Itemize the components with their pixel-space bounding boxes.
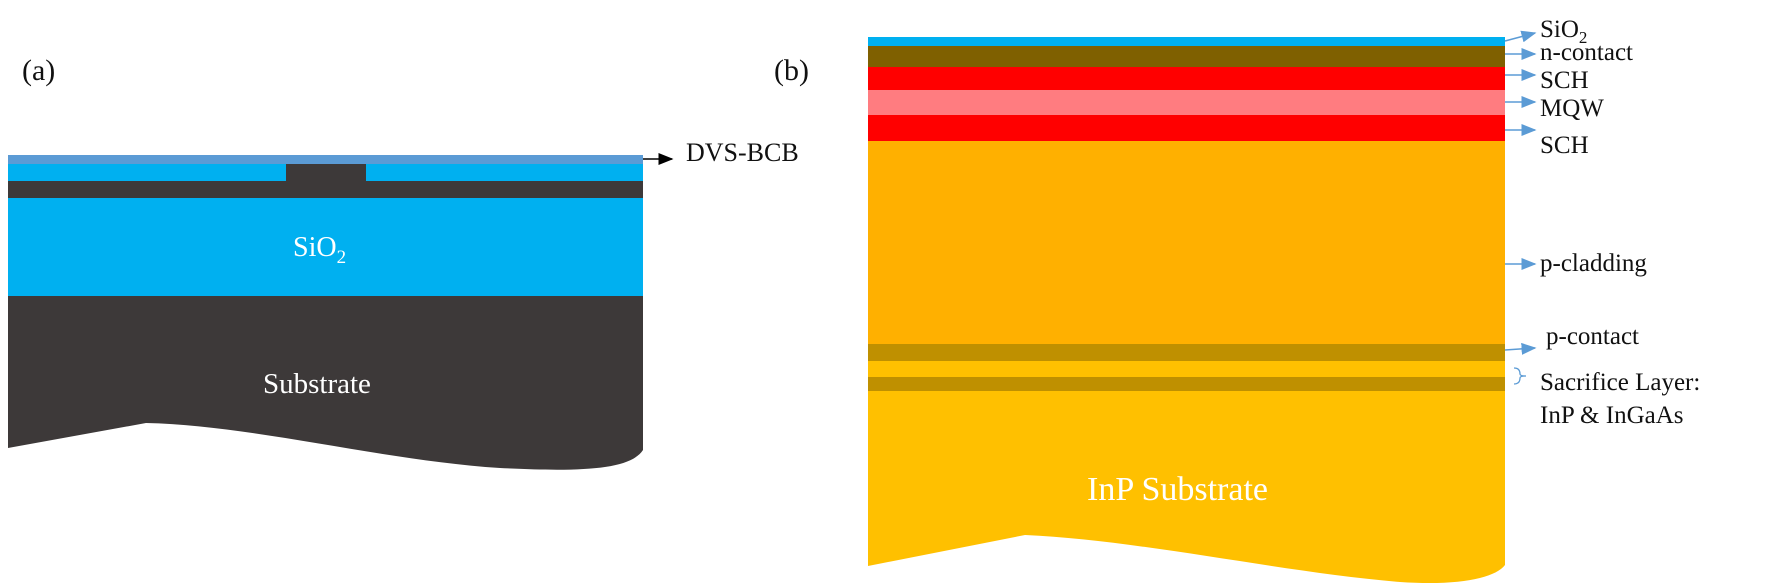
panel-a-sio2-label: SiO2 bbox=[293, 232, 346, 268]
panel-b-sch-bottom-layer bbox=[868, 115, 1505, 141]
panel-a-substrate-label: Substrate bbox=[263, 368, 371, 400]
panel-b-arrows bbox=[1504, 30, 1537, 385]
panel-b-p-cladding-layer bbox=[868, 141, 1505, 344]
panel-b-substrate-label: InP Substrate bbox=[1087, 471, 1268, 508]
panel-b-p-cladding-label: p-cladding bbox=[1540, 250, 1647, 277]
panel-b-sch-top-label: SCH bbox=[1540, 67, 1589, 94]
panel-b-sacrifice-label-line1: Sacrifice Layer: bbox=[1540, 369, 1700, 396]
panel-b-sch-top-layer bbox=[868, 67, 1505, 90]
panel-b-n-contact-layer bbox=[868, 46, 1505, 67]
panel-a-bcb-label: DVS-BCB bbox=[686, 138, 799, 167]
panel-b-sch-bottom-label: SCH bbox=[1540, 132, 1589, 159]
panel-b-tag: (b) bbox=[774, 54, 809, 87]
panel-b-p-contact-label: p-contact bbox=[1546, 323, 1639, 350]
panel-b: (b) bbox=[774, 16, 1700, 584]
panel-b-mqw-label: MQW bbox=[1540, 95, 1604, 122]
panel-b-sacrifice-ingaas bbox=[868, 377, 1505, 391]
panel-b-n-contact-label: n-contact bbox=[1540, 39, 1633, 66]
panel-a-bcb-layer bbox=[8, 155, 643, 164]
sacrifice-brace bbox=[1513, 367, 1527, 385]
panel-a-substrate-layer bbox=[8, 295, 643, 470]
panel-b-sacrifice-label-line2: InP & InGaAs bbox=[1540, 402, 1684, 429]
panel-b-sacrifice-inp bbox=[868, 361, 1505, 377]
panel-b-sio2-layer bbox=[868, 37, 1505, 46]
panel-b-p-contact-layer bbox=[868, 344, 1505, 361]
panel-b-mqw-layer bbox=[868, 90, 1505, 115]
panel-a-silicon-layer bbox=[8, 181, 643, 198]
panel-b-sio2-label: SiO2 bbox=[1540, 16, 1587, 47]
panel-a-tag: (a) bbox=[22, 54, 55, 87]
arrow-p-contact bbox=[1504, 342, 1537, 355]
panel-b-substrate-layer bbox=[868, 390, 1505, 584]
panel-a-sio2-layer bbox=[8, 198, 643, 296]
panel-a: (a) DVS-BCB SiO2 Substrate bbox=[8, 54, 799, 470]
panel-a-silicon-rib bbox=[286, 164, 366, 181]
arrow-sio2 bbox=[1504, 30, 1537, 43]
